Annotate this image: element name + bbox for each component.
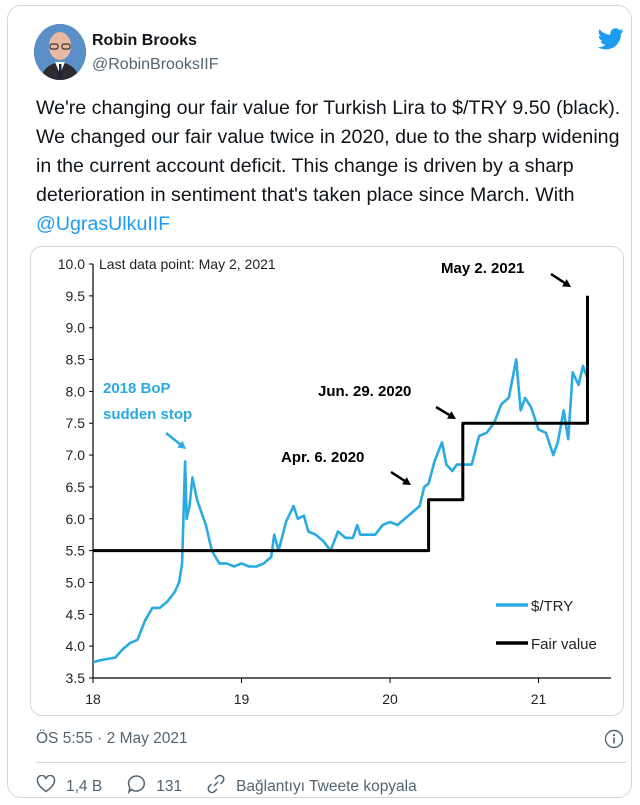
y-tick-label: 4.0: [66, 638, 86, 654]
annotation-arrow: [390, 470, 408, 484]
x-tick-label: 20: [382, 691, 398, 707]
fx-chart: 3.5 4.0 4.5 5.0 5.5 6.0 6.5 7.0 7.5 8.0 8.5 9.0 9.5 1…: [58, 256, 611, 707]
avatar[interactable]: [34, 24, 86, 80]
y-tick-label: 9.5: [66, 288, 86, 304]
legend-label: Fair value: [531, 636, 597, 653]
y-tick-label: 10.0: [58, 256, 85, 272]
copy-link-label: Bağlantıyı Tweete kopyala: [236, 777, 417, 795]
tweet-text: We're changing our fair value for Turkis…: [36, 94, 636, 239]
annotation-bop: 2018 BoP: [103, 380, 171, 397]
annotation-arrow: [435, 405, 453, 418]
y-tick-label: 6.0: [66, 511, 86, 527]
y-tick-label: 4.5: [66, 606, 86, 622]
like-count: 1,4 B: [66, 777, 103, 795]
annotation-may-2021: May 2. 2021: [441, 260, 524, 277]
x-tick-label: 19: [234, 691, 250, 707]
y-tick-label: 7.0: [66, 447, 86, 463]
x-tick-label: 21: [531, 691, 547, 707]
y-tick-label: 6.5: [66, 479, 86, 495]
y-tick-label: 5.0: [66, 574, 86, 590]
annotation-arrowhead: [402, 477, 411, 485]
y-tick-label: 8.5: [66, 352, 86, 368]
annotation-arrowhead: [447, 411, 456, 419]
annotation-sudden-stop: sudden stop: [103, 406, 192, 423]
annotation-arrow: [165, 432, 183, 447]
tweet-card: Robin Brooks @RobinBrooksIIF We're chang…: [7, 5, 632, 798]
fair-value-series-line: [93, 295, 589, 553]
annotation-apr-2020: Apr. 6. 2020: [281, 449, 364, 466]
annotation-arrowhead: [562, 279, 571, 287]
y-tick-label: 7.5: [66, 415, 86, 431]
link-icon: [206, 774, 226, 799]
annotation-arrow: [550, 272, 568, 286]
annotation-jun-2020: Jun. 29. 2020: [318, 383, 411, 400]
twitter-bird-icon[interactable]: [597, 28, 624, 55]
tweet-body: We're changing our fair value for Turkis…: [36, 97, 621, 206]
heart-icon: [36, 774, 56, 798]
y-tick-label: 8.0: [66, 383, 86, 399]
y-tick-label: 3.5: [66, 670, 86, 686]
chart-image[interactable]: 3.5 4.0 4.5 5.0 5.5 6.0 6.5 7.0 7.5 8.0 8.5 9.0 9.5 1…: [30, 246, 624, 716]
mention-link[interactable]: @UgrasUlkuIIF: [36, 213, 171, 235]
usd-try-series-line: [92, 358, 589, 664]
like-button[interactable]: 1,4 B: [36, 774, 103, 798]
y-tick-label: 9.0: [66, 320, 86, 336]
divider: [36, 762, 626, 763]
timestamp[interactable]: ÖS 5:55 · 2 May 2021: [36, 730, 188, 747]
x-tick-label: 18: [85, 691, 101, 707]
reply-count: 131: [156, 777, 183, 795]
author-handle[interactable]: @RobinBrooksIIF: [92, 56, 219, 73]
annotation-arrowhead: [177, 440, 186, 449]
action-bar: 1,4 B 131 Bağlantıyı Tweete kopyala: [36, 774, 441, 799]
y-tick-label: 5.5: [66, 543, 86, 559]
chart-note: Last data point: May 2, 2021: [99, 256, 276, 272]
reply-button[interactable]: 131: [126, 774, 182, 799]
copy-link-button[interactable]: Bağlantıyı Tweete kopyala: [206, 774, 417, 799]
legend-label: $/TRY: [531, 598, 573, 615]
info-icon[interactable]: [604, 729, 624, 754]
author-name[interactable]: Robin Brooks: [92, 32, 197, 49]
reply-icon: [126, 774, 146, 799]
